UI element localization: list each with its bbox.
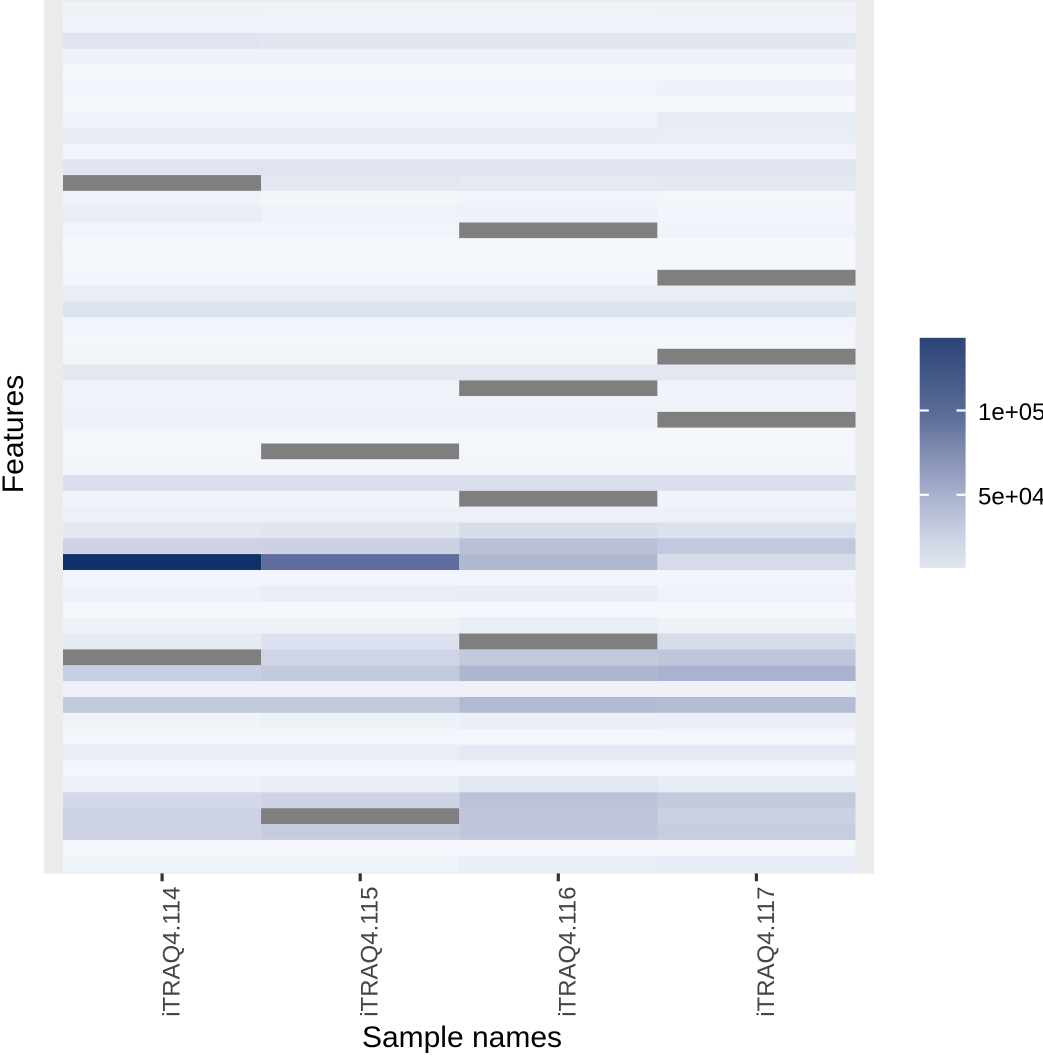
svg-text:iTRAQ4.115: iTRAQ4.115 xyxy=(357,887,384,1017)
svg-text:iTRAQ4.114: iTRAQ4.114 xyxy=(159,887,186,1017)
svg-text:iTRAQ4.116: iTRAQ4.116 xyxy=(555,887,582,1017)
svg-text:Sample names: Sample names xyxy=(362,1021,562,1054)
svg-text:5e+04: 5e+04 xyxy=(978,483,1043,510)
svg-text:iTRAQ4.117: iTRAQ4.117 xyxy=(753,887,780,1017)
svg-text:Features: Features xyxy=(0,375,30,493)
svg-text:1e+05: 1e+05 xyxy=(978,399,1043,426)
